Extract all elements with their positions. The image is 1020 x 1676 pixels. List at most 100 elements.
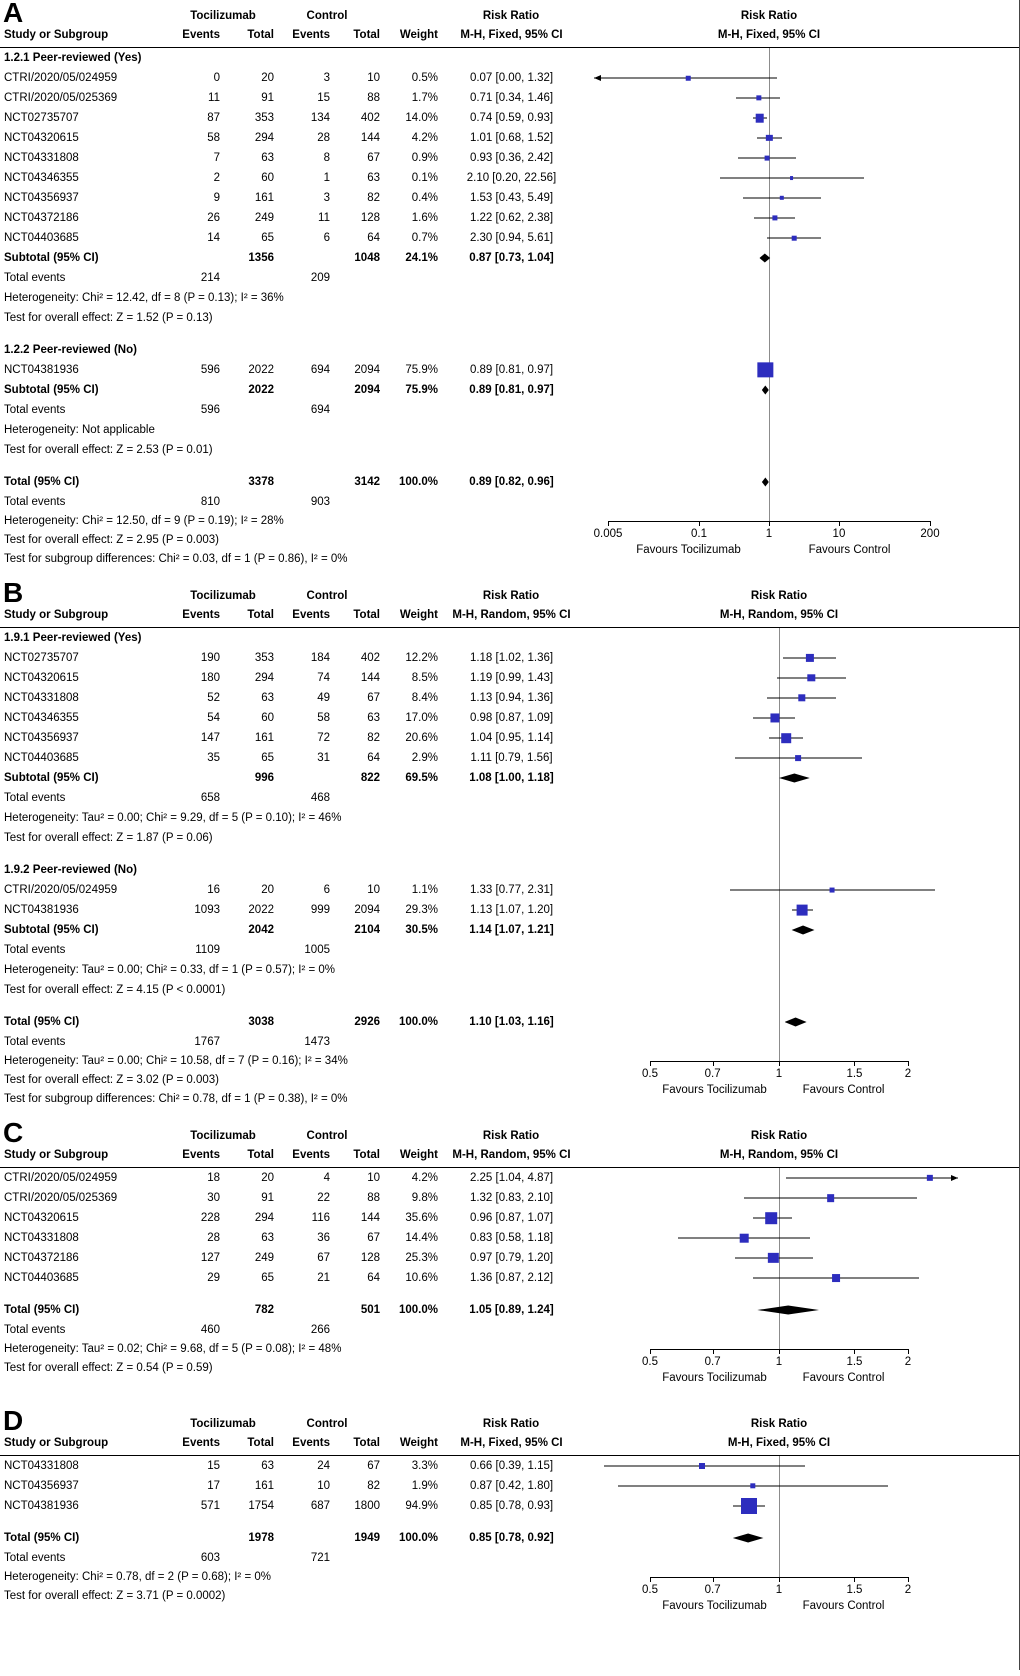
study-row: NCT04356937 9 161 3 82 0.4% 1.53 [0.43, 5.49]: [0, 188, 1019, 208]
pooled-row: Subtotal (95% CI) 2042 2104 30.5% 1.14 [1.07…: [0, 920, 1019, 940]
ci-text-cell: 0.97 [0.79, 1.20]: [469, 1252, 554, 1264]
empty-cell: [330, 492, 380, 512]
events2-cell: 72: [317, 732, 330, 744]
study-row: NCT04372186 127 249 67 128 25.3% 0.97 [0.79, 1…: [0, 1248, 1019, 1268]
note-text: Test for overall effect: Z = 4.15 (P < 0…: [4, 984, 226, 996]
pooled-label: Subtotal (95% CI): [4, 772, 99, 784]
total2-cell: 144: [360, 132, 380, 144]
events1-cell: 52: [207, 692, 220, 704]
forest-cell: [585, 400, 1020, 420]
total2-cell: 82: [367, 1480, 380, 1492]
empty-cell: [330, 268, 380, 288]
method-plot-col-header: M-H, Random, 95% CI: [719, 1149, 839, 1161]
weight-col-header: Weight: [399, 609, 438, 621]
pooled-label: Subtotal (95% CI): [4, 252, 99, 264]
empty-cell: [274, 1012, 330, 1032]
study-label: NCT04320615: [4, 132, 79, 144]
ci-text-cell: 0.87 [0.42, 1.80]: [469, 1480, 554, 1492]
events1-cell: 1767: [194, 1036, 220, 1048]
note-text: Test for subgroup differences: Chi² = 0.…: [4, 1093, 348, 1105]
axis-tick-label: 0.5: [642, 1068, 658, 1080]
total2-cell: 2926: [354, 1016, 380, 1028]
panel-label-c: C: [3, 1117, 24, 1148]
total2-cell: 64: [367, 1272, 380, 1284]
axis-tick-label: 0.5: [642, 1356, 658, 1368]
axis-tick-label: 1.5: [846, 1068, 863, 1080]
study-row: NCT04381936 1093 2022 999 2094 29.3% 1.13 [1.0…: [0, 900, 1019, 920]
total2-cell: 144: [360, 672, 380, 684]
weight-cell: 100.0%: [398, 1016, 438, 1028]
empty-cell: [438, 940, 585, 960]
forest-cell: [585, 648, 1020, 668]
total2-cell: 63: [367, 712, 380, 724]
effect-marker: [768, 1252, 779, 1264]
group1-header: Tocilizumab: [190, 1418, 256, 1430]
total2-cell: 82: [367, 732, 380, 744]
axis-tick: [712, 1349, 714, 1354]
empty-cell: [438, 1548, 585, 1568]
weight-cell: 30.5%: [405, 924, 438, 936]
weight-cell: 4.2%: [411, 132, 438, 144]
subgroup-row: 1.9.1 Peer-reviewed (Yes): [0, 628, 1019, 648]
events1-cell: 180: [200, 672, 220, 684]
events1-cell: 127: [200, 1252, 220, 1264]
study-label: NCT04381936: [4, 364, 79, 376]
weight-cell: 1.6%: [411, 212, 438, 224]
axis-tick: [712, 1577, 714, 1582]
risk-ratio-text-col-header: Risk Ratio: [482, 1418, 540, 1430]
events-col-header: Events: [292, 1149, 330, 1161]
total1-cell: 2022: [248, 904, 274, 916]
note-text: Test for overall effect: Z = 2.53 (P = 0…: [4, 444, 213, 456]
axis-tick: [699, 521, 701, 526]
weight-cell: 35.6%: [405, 1212, 438, 1224]
total-col-header: Total: [247, 609, 274, 621]
study-row: NCT02735707 87 353 134 402 14.0% 0.74 [0.59, 0…: [0, 108, 1019, 128]
total2-cell: 501: [360, 1304, 380, 1316]
group2-header: Control: [306, 590, 348, 602]
study-label: NCT04320615: [4, 672, 79, 684]
axis-tick-label: 1.5: [846, 1584, 863, 1596]
axis-tick: [908, 1349, 909, 1354]
events-row: Total events 1109 1005: [0, 940, 1019, 960]
events-col-header: Events: [182, 1149, 220, 1161]
empty-cell: [274, 380, 330, 400]
group2-header: Control: [306, 1130, 348, 1142]
events1-cell: 9: [213, 192, 220, 204]
study-row: NCT04381936 596 2022 694 2094 75.9% 0.89 [0.81…: [0, 360, 1019, 380]
events2-cell: 1: [323, 172, 330, 184]
ci-text-cell: 0.93 [0.36, 2.42]: [469, 152, 554, 164]
empty-cell: [274, 920, 330, 940]
forest-cell: [585, 748, 1020, 768]
pooled-label: Total (95% CI): [4, 476, 80, 488]
axis-tick-label: 10: [832, 528, 846, 540]
forest-cell: [585, 688, 1020, 708]
study-label: NCT04356937: [4, 732, 79, 744]
favours-right-label: Favours Control: [808, 544, 891, 556]
study-row: CTRI/2020/05/025369 11 91 15 88 1.7% 0.71 [0.3…: [0, 88, 1019, 108]
panel-b: B Tocilizumab Control Risk Ratio Risk Ratio S…: [0, 578, 1020, 1110]
events1-cell: 460: [200, 1324, 220, 1336]
forest-cell: [585, 88, 1020, 108]
total2-cell: 128: [360, 212, 380, 224]
effect-marker: [755, 95, 762, 101]
events-col-header: Events: [182, 609, 220, 621]
subgroup-title: 1.2.1 Peer-reviewed (Yes): [4, 52, 142, 64]
effect-marker: [764, 155, 770, 161]
ci-arrow-left-icon: [594, 75, 601, 81]
study-label: NCT02735707: [4, 652, 79, 664]
weight-cell: 100.0%: [398, 476, 438, 488]
events1-cell: 15: [207, 1460, 220, 1472]
total1-cell: 3038: [248, 1016, 274, 1028]
weight-cell: 0.4%: [411, 192, 438, 204]
study-label: NCT04381936: [4, 904, 79, 916]
total1-cell: 249: [254, 1252, 274, 1264]
events1-cell: 190: [200, 652, 220, 664]
events2-cell: 28: [317, 132, 330, 144]
effect-marker: [757, 362, 774, 378]
ci-text-cell: 1.53 [0.43, 5.49]: [469, 192, 554, 204]
events2-cell: 134: [310, 112, 330, 124]
effect-marker: [779, 195, 785, 201]
empty-cell: [220, 940, 274, 960]
plot-rows: NCT04331808 15 63 24 67 3.3% 0.66 [0.39, 1.15]…: [0, 1456, 1019, 1578]
